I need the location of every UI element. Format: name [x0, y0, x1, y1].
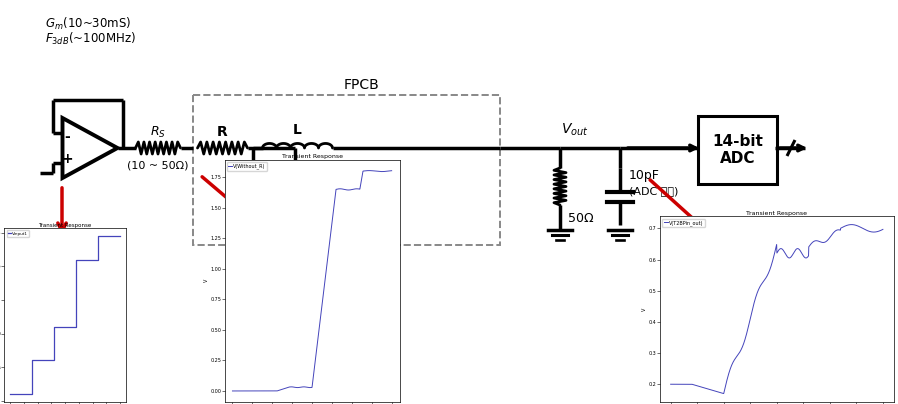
Text: -: - — [64, 130, 70, 144]
Text: C: C — [309, 187, 319, 201]
Text: R: R — [217, 125, 228, 139]
Text: $V_{out}$: $V_{out}$ — [561, 122, 589, 138]
Text: (ADC 입력): (ADC 입력) — [629, 186, 678, 196]
Title: Transient Response: Transient Response — [746, 211, 807, 216]
Text: (10 ~ 50Ω): (10 ~ 50Ω) — [128, 161, 189, 171]
Legend: V(T2BPin_out): V(T2BPin_out) — [663, 219, 705, 227]
Title: Transient Response: Transient Response — [39, 223, 92, 228]
Text: G: G — [231, 182, 242, 196]
Text: FPCB: FPCB — [344, 78, 380, 92]
FancyBboxPatch shape — [698, 116, 777, 184]
Text: $G_m$(10~30mS): $G_m$(10~30mS) — [45, 16, 131, 32]
Text: 10pF: 10pF — [629, 170, 660, 183]
Title: Transient Response: Transient Response — [282, 154, 342, 159]
Y-axis label: V: V — [204, 279, 208, 282]
Text: 14-bit
ADC: 14-bit ADC — [712, 134, 763, 166]
Legend: V(Without_R): V(Without_R) — [227, 162, 267, 170]
Text: L: L — [293, 123, 302, 137]
Y-axis label: V: V — [642, 307, 647, 311]
Text: 50Ω: 50Ω — [568, 212, 594, 225]
Text: $R_S$: $R_S$ — [150, 124, 166, 139]
Legend: Vinput1: Vinput1 — [6, 230, 29, 237]
Text: $F_{3dB}$(~100MHz): $F_{3dB}$(~100MHz) — [45, 31, 136, 47]
Text: +: + — [61, 152, 73, 166]
